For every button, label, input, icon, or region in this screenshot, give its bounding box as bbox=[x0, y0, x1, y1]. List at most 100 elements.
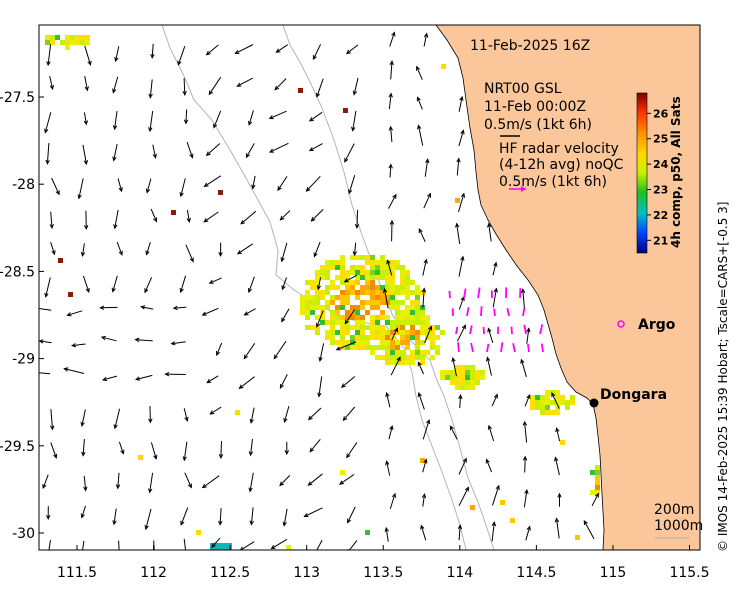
current-vector bbox=[344, 274, 358, 283]
sst-pixel bbox=[50, 35, 55, 40]
current-vector bbox=[180, 275, 187, 293]
sst-pixel bbox=[350, 265, 355, 270]
sst-pixel bbox=[535, 405, 540, 410]
sst-pixel bbox=[325, 275, 330, 280]
sst-pixel bbox=[365, 340, 370, 345]
current-vector bbox=[424, 159, 429, 177]
current-vector-head bbox=[243, 311, 249, 316]
sst-pixel bbox=[425, 335, 430, 340]
sst-pixel bbox=[430, 330, 435, 335]
current-vector-head bbox=[554, 456, 559, 462]
sst-pixel bbox=[360, 300, 365, 305]
lon-tick-label: 111.5 bbox=[57, 565, 97, 581]
current-vector-head bbox=[189, 153, 194, 159]
sst-pixel bbox=[360, 320, 365, 325]
current-vector bbox=[113, 143, 118, 161]
current-vector bbox=[422, 259, 427, 276]
current-vector-head bbox=[145, 188, 151, 194]
current-vector bbox=[422, 494, 425, 507]
sst-pixel bbox=[445, 375, 450, 380]
current-vector-head bbox=[234, 49, 240, 54]
sst-pixel bbox=[435, 325, 440, 330]
sst-pixel bbox=[420, 340, 425, 345]
sst-pixel bbox=[350, 345, 355, 350]
sst-pixel bbox=[370, 255, 375, 260]
current-vector bbox=[348, 175, 356, 194]
sst-pixel bbox=[395, 290, 400, 295]
current-vector-head bbox=[112, 125, 118, 131]
sst-pixel bbox=[405, 285, 410, 290]
sst-pixel bbox=[45, 35, 50, 40]
current-vector-head bbox=[55, 190, 60, 196]
sst-pixel bbox=[400, 280, 405, 285]
sst-pixel bbox=[70, 35, 75, 40]
current-vector bbox=[309, 438, 321, 452]
sst-pixel bbox=[545, 410, 550, 415]
sst-pixel bbox=[400, 355, 405, 360]
sst-pixel bbox=[400, 330, 405, 335]
dongara-label: Dongara bbox=[600, 387, 667, 403]
current-vector bbox=[235, 44, 254, 54]
sst-pixel bbox=[355, 305, 360, 310]
sst-pixel bbox=[370, 315, 375, 320]
colorbar-tick-label: 24 bbox=[653, 158, 669, 171]
current-vector-head bbox=[236, 82, 242, 87]
sst-pixel bbox=[305, 305, 310, 310]
sst-pixel bbox=[365, 275, 370, 280]
current-vector bbox=[240, 541, 255, 550]
sst-pixel bbox=[405, 360, 410, 365]
current-vector bbox=[417, 362, 424, 375]
current-vector-head bbox=[420, 524, 425, 530]
sst-pixel bbox=[385, 335, 390, 340]
current-vector bbox=[206, 375, 219, 384]
sst-pixel bbox=[355, 265, 360, 270]
sst-pixel bbox=[350, 255, 355, 260]
current-vector-head bbox=[148, 127, 153, 133]
sst-pixel bbox=[330, 300, 335, 305]
sst-pixel bbox=[370, 285, 375, 290]
sst-pixel bbox=[80, 40, 85, 45]
current-vector-head bbox=[249, 418, 254, 424]
sst-pixel bbox=[405, 280, 410, 285]
sst-pixel bbox=[345, 285, 350, 290]
sst-pixel bbox=[435, 345, 440, 350]
sst-pixel bbox=[325, 260, 330, 265]
current-vector-head bbox=[318, 356, 323, 363]
sst-pixel bbox=[370, 345, 375, 350]
sst-pixel bbox=[340, 270, 345, 275]
sst-pixel bbox=[345, 345, 350, 350]
current-vector-head bbox=[248, 487, 253, 493]
current-vector-head bbox=[312, 55, 317, 61]
hf-vector bbox=[486, 343, 490, 353]
current-vector-head bbox=[270, 545, 276, 550]
current-vector-head bbox=[551, 392, 556, 398]
current-vector bbox=[385, 527, 389, 542]
current-vector bbox=[418, 228, 426, 243]
sst-pixel bbox=[325, 320, 330, 325]
current-vector-head bbox=[208, 90, 213, 96]
current-vector-head bbox=[245, 153, 250, 159]
sst-pixel bbox=[310, 300, 315, 305]
sst-pixel bbox=[340, 300, 345, 305]
current-vector-head bbox=[187, 483, 192, 489]
current-vector bbox=[150, 208, 157, 222]
current-vector bbox=[208, 76, 222, 95]
current-vector bbox=[206, 143, 221, 156]
sst-pixel bbox=[345, 295, 350, 300]
current-vector bbox=[269, 110, 287, 119]
current-vector bbox=[336, 341, 357, 351]
current-vector-head bbox=[524, 488, 529, 495]
sst-pixel bbox=[345, 330, 350, 335]
current-vector bbox=[524, 394, 531, 407]
sst-pixel bbox=[360, 290, 365, 295]
sst-pixel bbox=[595, 475, 600, 480]
current-vector-head bbox=[487, 424, 492, 430]
sst-pixel bbox=[350, 280, 355, 285]
current-vector bbox=[81, 505, 86, 518]
current-vector-head bbox=[205, 50, 211, 56]
current-vector bbox=[281, 242, 288, 262]
current-vector-head bbox=[46, 514, 51, 520]
current-vector bbox=[281, 308, 290, 322]
sst-pixel bbox=[470, 385, 475, 390]
current-vector bbox=[458, 458, 467, 475]
